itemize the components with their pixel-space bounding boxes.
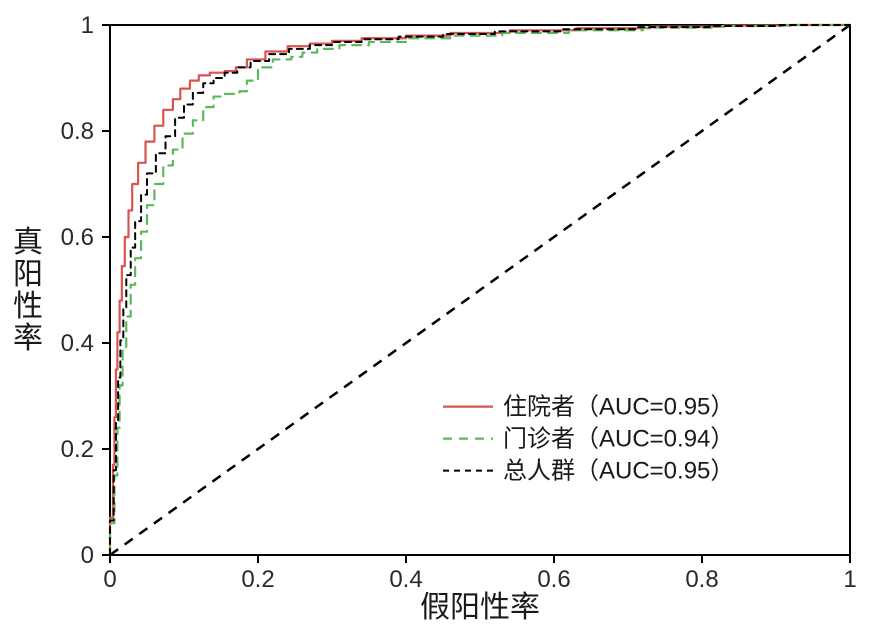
- x-axis-title: 假阳性率: [420, 591, 540, 624]
- legend-label-outpatient: 门诊者（AUC=0.94）: [503, 426, 734, 453]
- x-tick-label: 0.2: [241, 566, 274, 593]
- y-axis-title-char: 阳: [13, 258, 43, 291]
- x-tick-label: 1: [843, 566, 856, 593]
- x-tick-label: 0.8: [685, 566, 718, 593]
- y-tick-label: 0.6: [61, 224, 94, 251]
- x-tick-label: 0: [103, 566, 116, 593]
- y-tick-label: 1: [81, 12, 94, 39]
- roc-chart: 0 0.2 0.4 0.6 0.8 1 0 0.2 0.4 0.6 0.8 1 假阳性率 真阳性率住院者（…: [0, 0, 879, 627]
- x-tick-label: 0.4: [389, 566, 422, 593]
- legend-label-overall: 总人群（AUC=0.95）: [503, 458, 734, 485]
- y-tick-label: 0.4: [61, 330, 94, 357]
- chart-bg: [0, 0, 879, 627]
- y-axis-title-char: 性: [13, 290, 43, 323]
- x-tick-label: 0.6: [537, 566, 570, 593]
- y-tick-label: 0: [81, 542, 94, 569]
- y-axis-title-char: 率: [13, 322, 43, 355]
- y-axis-title-char: 真: [13, 226, 43, 259]
- legend-label-inpatient: 住院者（AUC=0.95）: [503, 394, 734, 421]
- y-tick-label: 0.8: [61, 118, 94, 145]
- y-tick-label: 0.2: [61, 436, 94, 463]
- chart-svg: 0 0.2 0.4 0.6 0.8 1 0 0.2 0.4 0.6 0.8 1 假阳性率 真阳性率住院者（…: [0, 0, 879, 627]
